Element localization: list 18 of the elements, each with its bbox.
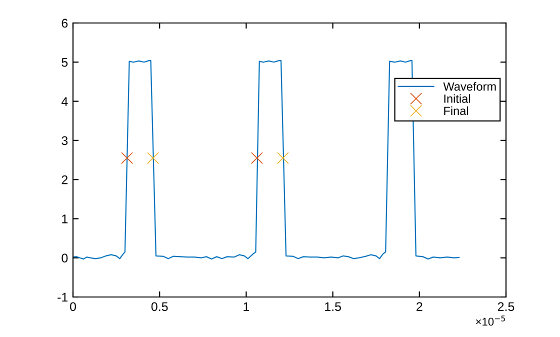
y-tick-label: 6 bbox=[62, 18, 68, 28]
y-tick-label: 0 bbox=[62, 254, 68, 263]
x-tick-label: 2.5 bbox=[498, 302, 514, 312]
text: ×10$^{−5}$ bbox=[476, 316, 505, 326]
y-tick-label: 1 bbox=[62, 214, 68, 224]
x-tick-label: 0.5 bbox=[151, 302, 168, 312]
legend-label: Waveform bbox=[443, 82, 496, 91]
y-tick-label: 5 bbox=[62, 58, 68, 67]
x-tick-label: 1.5 bbox=[325, 302, 341, 312]
y-tick-label: 2 bbox=[62, 175, 68, 184]
x-tick-label: 0 bbox=[70, 302, 76, 312]
y-tick-label: -1 bbox=[58, 292, 68, 302]
x-tick-label: 2 bbox=[416, 302, 422, 311]
legend-label: Final bbox=[444, 106, 468, 116]
legend-label: Initial bbox=[444, 94, 470, 103]
y-tick-label: 4 bbox=[61, 97, 68, 106]
x-tick-label: 1 bbox=[244, 302, 250, 311]
y-tick-label: 3 bbox=[62, 136, 68, 146]
